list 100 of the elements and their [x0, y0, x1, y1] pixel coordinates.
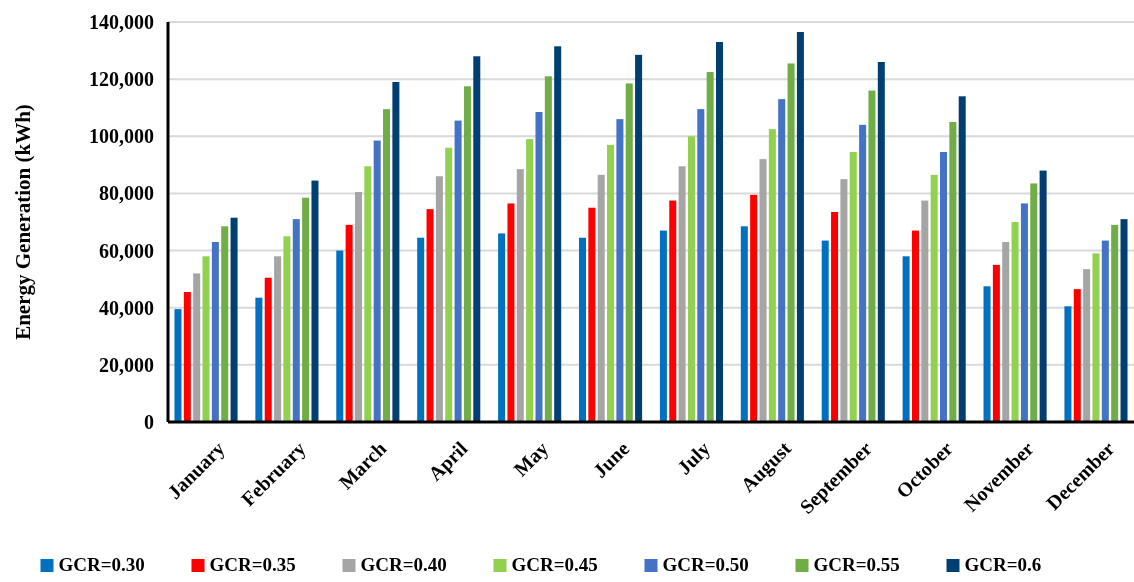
- bar: [787, 63, 795, 422]
- bar: [768, 129, 776, 422]
- bar: [1092, 253, 1100, 422]
- bar: [877, 62, 885, 422]
- bar: [392, 82, 400, 422]
- bar: [706, 72, 714, 422]
- bar: [625, 83, 633, 422]
- bar: [526, 139, 534, 422]
- bar: [1039, 170, 1047, 422]
- x-tick-label: June: [588, 437, 634, 482]
- bar: [778, 99, 786, 422]
- y-tick-label: 100,000: [89, 125, 154, 148]
- x-tick-label: May: [509, 437, 554, 481]
- bar: [659, 230, 667, 422]
- bar: [1011, 222, 1019, 422]
- bar: [364, 166, 372, 422]
- bar: [498, 233, 506, 422]
- y-tick-label: 80,000: [99, 182, 154, 205]
- y-tick-label: 0: [144, 411, 154, 433]
- bar: [202, 256, 210, 422]
- bar: [1111, 224, 1119, 422]
- bar: [750, 194, 758, 422]
- bar: [958, 96, 966, 422]
- bar: [597, 174, 605, 422]
- bar: [302, 197, 310, 422]
- legend-label: GCR=0.30: [58, 554, 145, 575]
- bar: [868, 90, 876, 422]
- bar: [669, 200, 677, 422]
- bar: [554, 46, 562, 422]
- bar: [616, 119, 624, 422]
- bar: [579, 237, 587, 422]
- bar: [1020, 203, 1028, 422]
- bar: [588, 207, 596, 422]
- bar: [516, 169, 524, 422]
- bar: [311, 180, 319, 422]
- x-tick-label: July: [672, 437, 715, 480]
- bar: [354, 192, 362, 422]
- bar: [759, 159, 767, 422]
- legend-label: GCR=0.50: [662, 554, 749, 575]
- y-tick-label: 20,000: [99, 353, 154, 376]
- bar: [507, 203, 515, 422]
- bar: [635, 54, 643, 422]
- bar: [821, 240, 829, 422]
- y-tick-label: 60,000: [99, 239, 154, 262]
- bar: [230, 217, 238, 422]
- bar: [274, 256, 282, 422]
- y-tick-label: 120,000: [89, 68, 154, 91]
- bar: [859, 124, 867, 422]
- bar: [264, 277, 272, 422]
- bar: [715, 42, 723, 422]
- bar: [921, 200, 929, 422]
- bar: [687, 136, 695, 422]
- bar: [383, 109, 391, 422]
- bar: [255, 297, 263, 422]
- bar: [940, 152, 948, 422]
- bar: [1064, 306, 1072, 422]
- bar: [740, 226, 748, 422]
- y-tick-label: 40,000: [99, 296, 154, 319]
- bar: [697, 109, 705, 422]
- bar: [535, 112, 543, 422]
- bar: [678, 166, 686, 422]
- bar: [911, 230, 919, 422]
- bar: [336, 250, 344, 422]
- bar: [283, 236, 291, 422]
- bar: [193, 273, 201, 422]
- y-axis-title: Energy Generation (kWh): [11, 104, 35, 340]
- bar: [183, 292, 191, 422]
- bar: [292, 219, 300, 422]
- bar: [1083, 269, 1091, 422]
- bar: [840, 179, 848, 422]
- bar: [849, 152, 857, 422]
- bar: [445, 147, 453, 422]
- bar: [983, 286, 991, 422]
- bar: [473, 56, 481, 422]
- legend-label: GCR=0.35: [209, 554, 296, 575]
- bar: [1101, 240, 1109, 422]
- bar: [796, 32, 804, 422]
- bar: [345, 224, 353, 422]
- bar: [992, 264, 1000, 422]
- bar: [174, 309, 182, 422]
- bar: [544, 76, 552, 422]
- bar: [463, 86, 471, 422]
- bar: [930, 174, 938, 422]
- bar: [1002, 242, 1010, 422]
- bar: [607, 144, 615, 422]
- bar: [1030, 183, 1038, 422]
- bar: [435, 176, 443, 422]
- bar: [211, 242, 219, 422]
- legend-label: GCR=0.40: [360, 554, 447, 575]
- bar: [949, 122, 957, 422]
- legend-label: GCR=0.6: [964, 554, 1042, 575]
- bar: [417, 237, 425, 422]
- y-tick-label: 140,000: [89, 11, 154, 33]
- legend-label: GCR=0.55: [813, 554, 900, 575]
- legend-label: GCR=0.45: [511, 554, 598, 575]
- bar: [831, 212, 839, 422]
- bar: [221, 226, 229, 422]
- bar: [902, 256, 910, 422]
- bar: [426, 209, 434, 422]
- bar: [1120, 219, 1128, 422]
